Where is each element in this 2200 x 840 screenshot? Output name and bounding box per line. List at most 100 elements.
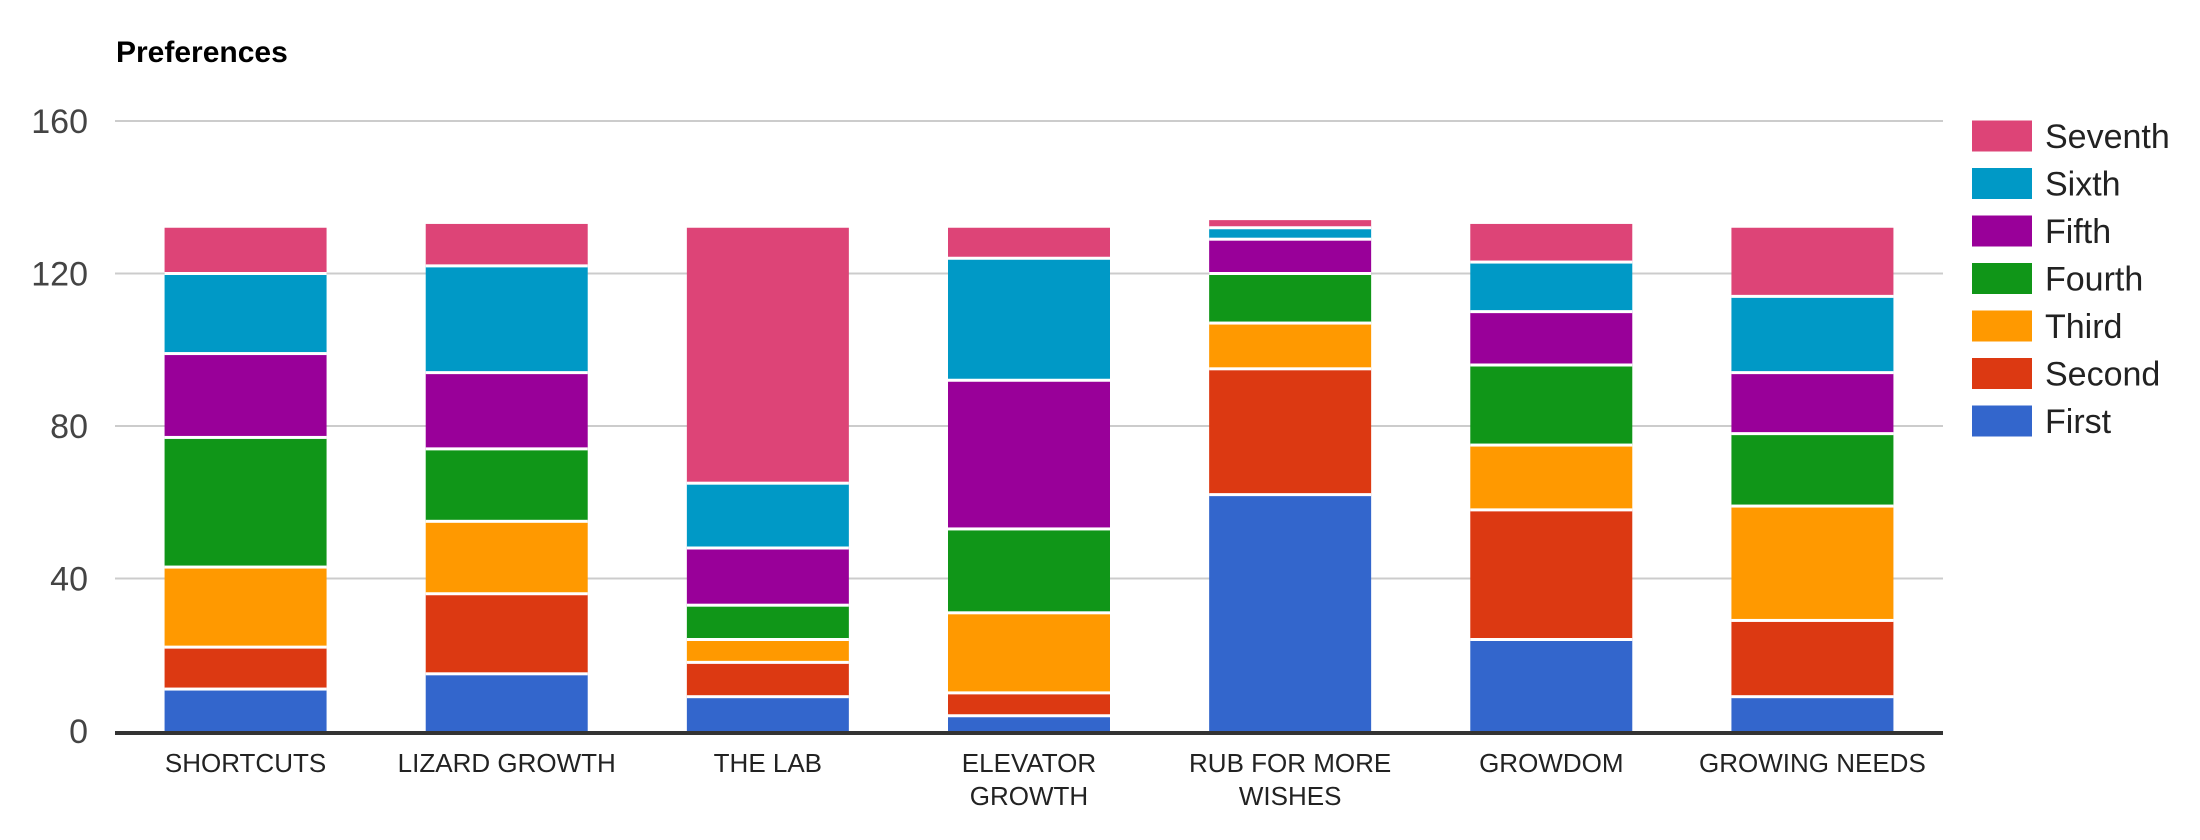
segment-divider	[164, 687, 327, 691]
segment-divider	[1731, 371, 1894, 375]
segment-divider	[1470, 443, 1633, 447]
bar-segment-third-5[interactable]	[1470, 445, 1633, 510]
bar-segment-third-1[interactable]	[425, 521, 588, 594]
legend-item-sixth[interactable]: Sixth	[1972, 166, 2121, 204]
bar-segment-fourth-5[interactable]	[1470, 365, 1633, 446]
x-axis-category-label: WISHES	[1239, 781, 1342, 811]
legend-item-first[interactable]: First	[1972, 403, 2112, 441]
bar-segment-third-3[interactable]	[948, 612, 1110, 693]
segment-divider	[1731, 618, 1894, 622]
legend-swatch-icon	[1972, 120, 2032, 152]
bar-segment-seventh-6[interactable]	[1731, 227, 1894, 297]
segment-divider	[425, 592, 588, 596]
segment-divider	[1209, 367, 1372, 371]
legend-item-seventh[interactable]: Seventh	[1972, 118, 2170, 156]
bar-segment-second-1[interactable]	[425, 593, 588, 674]
x-axis-category-label: LIZARD GROWTH	[398, 748, 616, 778]
segment-divider	[164, 645, 327, 649]
legend-label: Seventh	[2045, 118, 2170, 156]
bar-segment-first-0[interactable]	[164, 689, 327, 731]
bar-segment-fourth-3[interactable]	[948, 528, 1110, 613]
bar-segment-first-4[interactable]	[1209, 494, 1372, 731]
bar-segment-fourth-6[interactable]	[1731, 433, 1894, 507]
legend-label: Fourth	[2045, 261, 2143, 299]
bar-segment-seventh-5[interactable]	[1470, 223, 1633, 263]
segment-divider	[1731, 294, 1894, 298]
legend-label: Third	[2045, 308, 2122, 346]
legend-swatch-icon	[1972, 405, 2032, 437]
bar-segment-second-4[interactable]	[1209, 368, 1372, 495]
bar-segment-sixth-1[interactable]	[425, 265, 588, 373]
bar-segment-fifth-0[interactable]	[164, 353, 327, 438]
segment-divider	[1209, 493, 1372, 497]
segment-divider	[1470, 638, 1633, 641]
bar-segment-first-3[interactable]	[948, 715, 1110, 731]
y-axis-tick-label: 80	[50, 408, 88, 446]
segment-divider	[1470, 310, 1633, 314]
bar-segment-fourth-1[interactable]	[425, 448, 588, 522]
legend-item-fourth[interactable]: Fourth	[1972, 261, 2143, 299]
bar-segment-sixth-6[interactable]	[1731, 296, 1894, 373]
segment-divider	[425, 519, 588, 523]
y-axis-tick-label: 120	[31, 256, 88, 294]
segment-divider	[1731, 504, 1894, 508]
legend-label: First	[2045, 403, 2112, 441]
legend-swatch-icon	[1972, 168, 2032, 199]
bar-segment-second-3[interactable]	[948, 692, 1110, 716]
segment-divider	[948, 527, 1110, 531]
bar-segment-sixth-3[interactable]	[948, 258, 1110, 381]
bar-segment-fifth-1[interactable]	[425, 372, 588, 449]
bar-segment-third-4[interactable]	[1209, 323, 1372, 369]
bar-segment-fifth-6[interactable]	[1731, 372, 1894, 434]
bar-segment-seventh-3[interactable]	[948, 227, 1110, 259]
segment-divider	[164, 352, 327, 356]
bar-segment-seventh-4[interactable]	[1209, 220, 1372, 228]
bar-segment-first-2[interactable]	[686, 696, 849, 731]
x-axis-category-label: GROWDOM	[1479, 748, 1623, 778]
segment-divider	[425, 447, 588, 451]
segment-divider	[1209, 226, 1372, 230]
legend-item-second[interactable]: Second	[1972, 356, 2160, 394]
legend-swatch-icon	[1972, 263, 2032, 294]
x-axis-category-label: SHORTCUTS	[165, 748, 326, 778]
bar-segment-second-2[interactable]	[686, 662, 849, 697]
legend-label: Second	[2045, 356, 2160, 394]
segment-divider	[948, 256, 1110, 260]
legend-label: Fifth	[2045, 213, 2111, 251]
segment-divider	[686, 695, 849, 699]
bar-segment-second-6[interactable]	[1731, 620, 1894, 697]
legend-label: Sixth	[2045, 166, 2121, 204]
segment-divider	[686, 660, 849, 664]
y-axis-tick-label: 160	[31, 103, 88, 141]
segment-divider	[948, 691, 1110, 695]
bar-segment-first-1[interactable]	[425, 673, 588, 731]
bar-segment-first-5[interactable]	[1470, 639, 1633, 732]
bar-segment-seventh-0[interactable]	[164, 227, 327, 274]
legend-swatch-icon	[1972, 310, 2032, 342]
bar-segment-third-0[interactable]	[164, 567, 327, 648]
bar-segment-fourth-0[interactable]	[164, 437, 327, 568]
bar-segment-fifth-5[interactable]	[1470, 311, 1633, 365]
bar-segment-seventh-2[interactable]	[686, 227, 849, 484]
bar-segment-fifth-4[interactable]	[1209, 239, 1372, 274]
bar-segment-second-0[interactable]	[164, 647, 327, 690]
legend-item-third[interactable]: Third	[1972, 308, 2122, 346]
x-axis-category-label: GROWTH	[970, 781, 1088, 811]
bar-segment-seventh-1[interactable]	[425, 223, 588, 266]
bar-segment-sixth-0[interactable]	[164, 273, 327, 354]
bar-segment-first-6[interactable]	[1731, 696, 1894, 731]
bar-segment-third-6[interactable]	[1731, 506, 1894, 621]
bar-segment-sixth-4[interactable]	[1209, 227, 1372, 240]
bar-segment-sixth-2[interactable]	[686, 483, 849, 548]
bar-segment-third-2[interactable]	[686, 639, 849, 663]
bar-segment-fourth-2[interactable]	[686, 605, 849, 640]
segment-divider	[686, 546, 849, 550]
bar-segment-fourth-4[interactable]	[1209, 273, 1372, 324]
bar-segment-second-5[interactable]	[1470, 509, 1633, 640]
bar-segment-fifth-3[interactable]	[948, 380, 1110, 529]
bar-segment-fifth-2[interactable]	[686, 548, 849, 606]
segment-divider	[1209, 321, 1372, 325]
legend-item-fifth[interactable]: Fifth	[1972, 213, 2111, 251]
bar-segment-sixth-5[interactable]	[1470, 262, 1633, 312]
legend-swatch-icon	[1972, 358, 2032, 389]
